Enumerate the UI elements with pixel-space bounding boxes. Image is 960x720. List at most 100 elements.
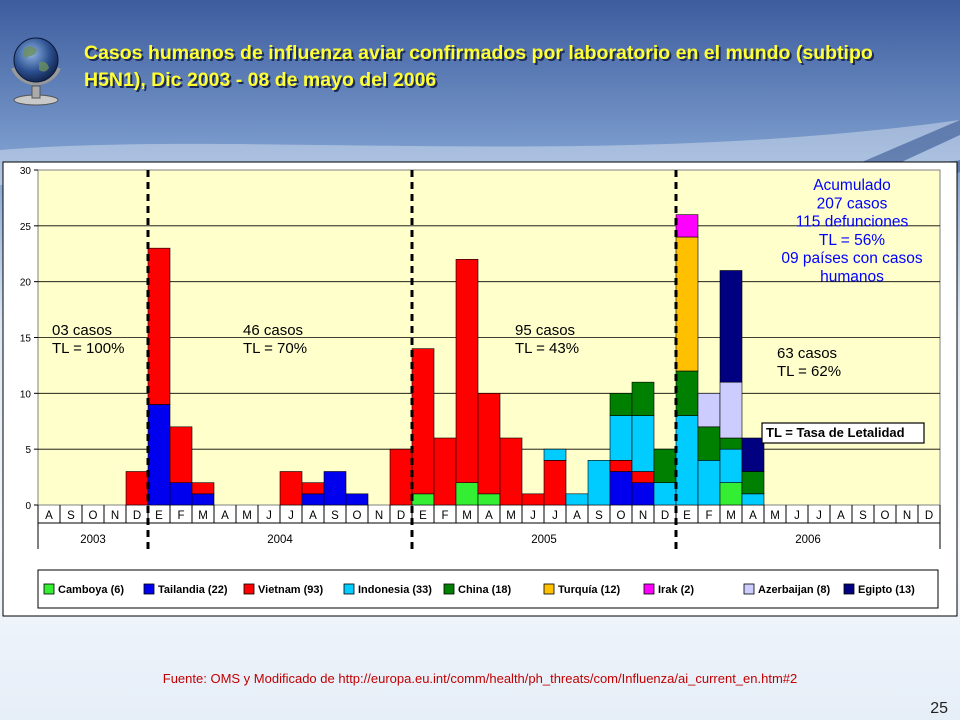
x-tick-label: A [45, 510, 53, 522]
year-label: 2003 [80, 534, 106, 546]
annotation-line: TL = 43% [515, 340, 579, 357]
bar-segment [147, 247, 171, 405]
legend-label: Vietnam (93) [258, 584, 324, 596]
x-tick-label: M [770, 510, 780, 522]
bar-segment [279, 471, 303, 506]
legend-swatch [643, 583, 655, 595]
x-tick-label: J [552, 510, 558, 522]
x-tick-label: M [506, 510, 516, 522]
legend-swatch [743, 583, 755, 595]
annotation: TL = Tasa de Letalidad [761, 422, 925, 444]
bar-segment [345, 493, 369, 506]
x-tick-label: A [485, 510, 493, 522]
bar-segment [609, 393, 633, 416]
bar-segment [301, 493, 325, 506]
bar-segment [631, 471, 655, 483]
legend-label: Irak (2) [658, 584, 694, 596]
x-tick-label: O [881, 510, 890, 522]
y-tick-label: 5 [25, 445, 31, 456]
legend-swatch [443, 583, 455, 595]
bar-segment [719, 437, 743, 450]
x-tick-label: A [309, 510, 317, 522]
bar-segment [191, 482, 215, 495]
legend-swatch [843, 583, 855, 595]
x-tick-label: A [837, 510, 845, 522]
bar-segment [411, 493, 435, 506]
bar-segment [455, 482, 479, 506]
x-tick-label: F [705, 510, 712, 522]
bar-segment [675, 370, 699, 416]
x-tick-label: N [375, 510, 383, 522]
x-tick-label: J [794, 510, 800, 522]
bar-segment [609, 471, 633, 506]
x-tick-label: D [925, 510, 933, 522]
bar-segment [719, 448, 743, 483]
bar-segment [147, 404, 171, 506]
y-tick-label: 25 [20, 222, 32, 233]
x-tick-label: J [530, 510, 536, 522]
bar-segment [125, 471, 149, 506]
x-tick-label: O [617, 510, 626, 522]
x-tick-label: A [749, 510, 757, 522]
x-tick-label: A [573, 510, 581, 522]
bar-segment [433, 437, 457, 506]
bar-segment [543, 460, 567, 506]
legend-label: Azerbaijan (8) [758, 584, 830, 596]
annotation-line: 95 casos [515, 322, 575, 339]
x-tick-label: F [177, 510, 184, 522]
bar-segment [323, 471, 347, 506]
page-number: 25 [930, 700, 948, 717]
bar-segment [631, 482, 655, 506]
bar-segment [741, 493, 765, 506]
bar-segment [675, 214, 699, 238]
x-tick-label: M [462, 510, 472, 522]
x-tick-label: O [353, 510, 362, 522]
bar-segment [675, 236, 699, 372]
y-tick-label: 0 [25, 501, 31, 512]
legend-swatch [243, 583, 255, 595]
y-tick-label: 10 [20, 389, 32, 400]
bar-segment [455, 259, 479, 483]
annotation-line: TL = 100% [52, 340, 124, 357]
legend-swatch [43, 583, 55, 595]
bar-segment [609, 460, 633, 472]
x-tick-label: S [331, 510, 339, 522]
bar-segment [587, 460, 611, 506]
bar-segment [169, 482, 193, 506]
x-tick-label: N [639, 510, 647, 522]
bar-segment [543, 448, 567, 461]
bar-segment [477, 393, 501, 495]
bar-segment [697, 460, 721, 506]
bar-segment [521, 493, 545, 506]
legend-label: Tailandia (22) [158, 584, 228, 596]
legend-swatch [343, 583, 355, 595]
bar-segment [675, 415, 699, 506]
bar-segment [697, 426, 721, 461]
bar-segment [653, 482, 677, 506]
bar-segment [631, 415, 655, 472]
slide-title: Casos humanos de influenza aviar confirm… [84, 42, 873, 91]
bar-segment [719, 482, 743, 506]
x-tick-label: F [441, 510, 448, 522]
annotation-line: 207 casos [817, 195, 888, 212]
bar-segment [389, 448, 413, 506]
annotation-line: 63 casos [777, 345, 837, 362]
annotation-box [761, 422, 925, 444]
annotation-line: TL = 56% [819, 232, 885, 249]
x-tick-label: S [67, 510, 75, 522]
x-tick-label: M [726, 510, 736, 522]
legend-label: Egipto (13) [858, 584, 915, 596]
x-tick-label: M [198, 510, 208, 522]
year-label: 2004 [267, 534, 293, 546]
x-tick-label: E [155, 510, 163, 522]
bar-segment [499, 437, 523, 506]
x-tick-label: M [242, 510, 252, 522]
x-tick-label: N [903, 510, 911, 522]
annotation-line: 46 casos [243, 322, 303, 339]
y-tick-label: 15 [20, 334, 32, 345]
x-tick-label: N [111, 510, 119, 522]
